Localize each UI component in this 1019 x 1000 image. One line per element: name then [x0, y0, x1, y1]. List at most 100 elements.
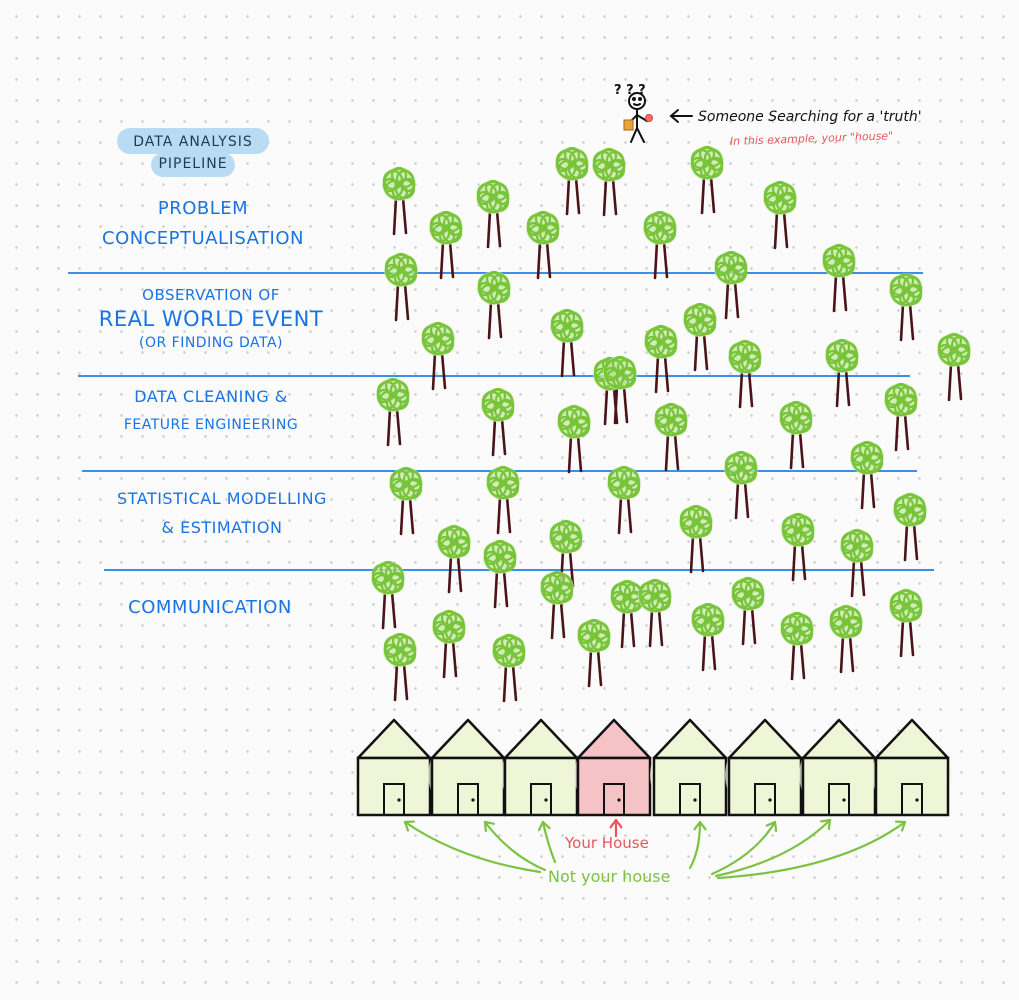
tree-icon	[829, 604, 863, 674]
tree-icon	[384, 252, 418, 322]
stage-divider	[104, 569, 934, 571]
tree-icon	[592, 147, 626, 217]
house-icon	[501, 718, 581, 817]
arrow-not-your-house	[714, 818, 832, 878]
tree-icon	[610, 579, 644, 649]
tree-icon	[779, 400, 813, 470]
tree-icon	[526, 210, 560, 280]
your-house-label: Your House	[564, 834, 649, 852]
tree-icon	[376, 377, 410, 447]
tree-icon	[850, 440, 884, 510]
pipeline-title: Data analysis pipeline	[117, 128, 269, 178]
arrow-your-house	[609, 818, 623, 838]
stage-label-line: Problem	[157, 198, 249, 219]
tree-icon	[731, 576, 765, 646]
tree-icon	[889, 588, 923, 658]
tree-icon	[679, 504, 713, 574]
stage-data-cleaning: Data cleaning & feature engineering	[100, 383, 322, 439]
stage-label-line: Observation of	[142, 286, 280, 304]
stage-divider	[78, 375, 910, 377]
stage-label-line: Data cleaning &	[134, 387, 288, 406]
tree-icon	[577, 618, 611, 688]
tree-icon	[550, 308, 584, 378]
tree-icon	[638, 578, 672, 648]
house-icon	[354, 718, 434, 817]
house-icon	[725, 718, 805, 817]
tree-icon	[780, 611, 814, 681]
tree-icon	[382, 166, 416, 236]
tree-icon	[421, 321, 455, 391]
stage-label-line: feature engineering	[123, 417, 299, 433]
tree-icon	[555, 146, 589, 216]
tree-icon	[690, 145, 724, 215]
question-marks: ? ? ?	[614, 83, 646, 98]
tree-icon	[728, 339, 762, 409]
tree-icon	[432, 609, 466, 679]
tree-icon	[540, 570, 574, 640]
tree-icon	[714, 250, 748, 320]
stage-label-line: Real world event	[98, 307, 324, 331]
stage-statistical-modelling: Statistical modelling & Estimation	[94, 484, 350, 542]
stage-label-line: (or finding data)	[138, 335, 284, 351]
searcher-sublabel: In this example, your "house"	[730, 129, 894, 148]
arrow-not-your-house	[710, 820, 778, 876]
tree-icon	[654, 402, 688, 472]
not-your-house-label: Not your house	[548, 867, 670, 886]
tree-icon	[644, 324, 678, 394]
tree-icon	[477, 270, 511, 340]
title-line-2: pipeline	[158, 156, 228, 172]
stage-label-line: & Estimation	[161, 518, 283, 537]
arrow-not-your-house	[537, 820, 557, 864]
arrows	[403, 818, 907, 880]
tree-icon	[483, 539, 517, 609]
tree-icon	[549, 519, 583, 589]
stage-problem-conceptualisation: Problem conceptualisation	[88, 194, 318, 254]
tree-icon	[492, 633, 526, 703]
searcher-label: Someone Searching for a 'truth'	[698, 109, 922, 125]
tree-icon	[937, 332, 971, 402]
forest	[371, 145, 971, 703]
title-line-1: Data analysis	[133, 134, 253, 150]
tree-icon	[383, 632, 417, 702]
house-icon	[872, 718, 952, 817]
stage-label-line: Communication	[128, 597, 292, 618]
tree-icon	[825, 338, 859, 408]
tree-icon	[429, 210, 463, 280]
houses-row	[354, 718, 952, 817]
tree-icon	[889, 272, 923, 342]
tree-icon	[893, 492, 927, 562]
pointer-arrow	[669, 109, 693, 123]
stage-communication: Communication	[110, 594, 310, 622]
stick-figure-icon	[623, 92, 653, 143]
tree-icon	[486, 465, 520, 535]
house-icon	[428, 718, 508, 817]
stage-label-line: conceptualisation	[102, 228, 304, 249]
tree-icon	[476, 179, 510, 249]
tree-icon	[724, 450, 758, 520]
tree-icon	[557, 404, 591, 474]
tree-icon	[691, 602, 725, 672]
arrow-not-your-house	[716, 820, 907, 880]
tree-icon	[781, 512, 815, 582]
arrow-not-your-house	[483, 820, 547, 872]
tree-icon	[603, 355, 637, 425]
house-icon	[799, 718, 879, 817]
house-icon	[650, 718, 730, 817]
arrow-not-your-house	[688, 820, 707, 870]
stage-observation: Observation of Real world event (or find…	[86, 283, 336, 355]
tree-icon	[607, 465, 641, 535]
your-house	[574, 718, 654, 817]
tree-icon	[481, 387, 515, 457]
stage-label-line: Statistical modelling	[117, 489, 327, 508]
tree-icon	[763, 180, 797, 250]
tree-icon	[840, 528, 874, 598]
arrow-not-your-house	[403, 820, 542, 874]
tree-icon	[643, 210, 677, 280]
tree-icon	[884, 382, 918, 452]
tree-icon	[822, 243, 856, 313]
tree-icon	[371, 560, 405, 630]
tree-icon	[437, 524, 471, 594]
tree-icon	[389, 466, 423, 536]
tree-icon	[683, 302, 717, 372]
